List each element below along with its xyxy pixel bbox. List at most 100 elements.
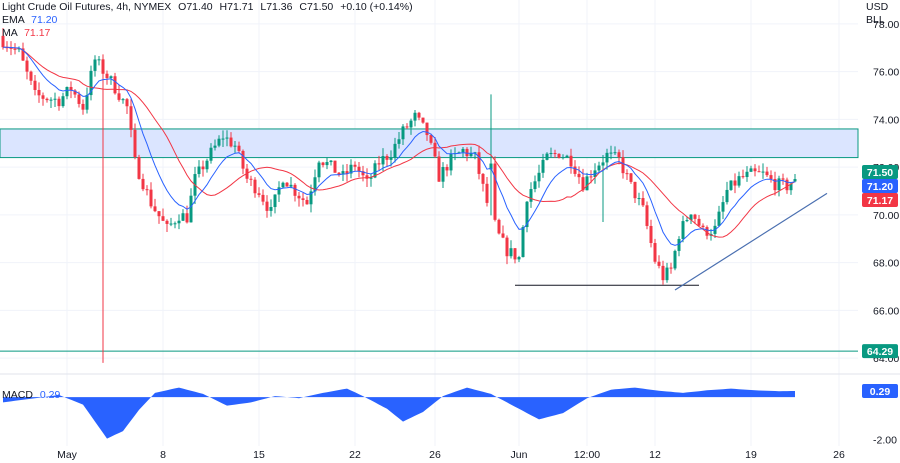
open-value: 71.40 bbox=[186, 1, 213, 13]
candle-body bbox=[537, 172, 541, 182]
candle-body bbox=[289, 184, 293, 187]
x-tick-label: Jun bbox=[511, 449, 528, 461]
candle-body bbox=[401, 126, 405, 140]
candle-body bbox=[541, 159, 545, 173]
candle-body bbox=[617, 152, 621, 158]
candle-body bbox=[49, 99, 53, 101]
candle-body bbox=[97, 59, 101, 61]
candle-body bbox=[517, 257, 521, 260]
grid bbox=[0, 0, 858, 446]
candle-body bbox=[109, 76, 113, 79]
candle-body bbox=[21, 48, 25, 61]
unit-label[interactable]: BLL bbox=[866, 14, 885, 26]
candle-body bbox=[465, 148, 469, 157]
candle-body bbox=[565, 155, 569, 158]
candle-body bbox=[81, 103, 85, 110]
candle-body bbox=[249, 178, 253, 180]
close-value: 71.50 bbox=[306, 1, 334, 13]
candle-body bbox=[405, 126, 409, 128]
candle-body bbox=[697, 218, 701, 226]
x-tick-label: 26 bbox=[833, 449, 845, 461]
support-badge: 64.29 bbox=[867, 346, 893, 358]
candle-body bbox=[185, 213, 189, 223]
candle-body bbox=[145, 189, 149, 191]
candle-body bbox=[229, 137, 233, 147]
candle-body bbox=[53, 98, 57, 100]
candle-body bbox=[793, 179, 797, 182]
symbol-legend: Light Crude Oil Futures, 4h, NYMEX O71.4… bbox=[2, 1, 413, 14]
candle-body bbox=[729, 180, 733, 190]
candle-body bbox=[165, 220, 169, 224]
x-tick-label: 12 bbox=[649, 449, 661, 461]
candle-body bbox=[737, 176, 741, 186]
candle-body bbox=[329, 160, 333, 163]
ma-legend[interactable]: MA 71.17 bbox=[2, 27, 50, 40]
macd-badge-bg bbox=[862, 383, 898, 398]
candle-body bbox=[173, 223, 177, 225]
candle-body bbox=[657, 261, 661, 266]
candle-body bbox=[293, 184, 297, 196]
candle-body bbox=[497, 219, 501, 234]
candle-body bbox=[285, 182, 289, 187]
candle-body bbox=[701, 225, 705, 228]
candle-body bbox=[45, 98, 49, 101]
candle-body bbox=[685, 220, 689, 222]
price-badge: 71.50 bbox=[867, 167, 893, 179]
candle-body bbox=[105, 73, 109, 79]
candle-body bbox=[385, 156, 389, 160]
change-value: +0.10 (+0.14%) bbox=[340, 1, 413, 13]
y-tick-label: 78.00 bbox=[873, 19, 899, 31]
candle-body bbox=[269, 207, 273, 211]
candle-body bbox=[749, 168, 753, 172]
ema-legend[interactable]: EMA 71.20 bbox=[2, 14, 57, 27]
x-tick-label: 22 bbox=[349, 449, 361, 461]
candle-body bbox=[345, 171, 349, 174]
candle-body bbox=[429, 135, 433, 143]
candle-body bbox=[85, 95, 89, 110]
candle-body bbox=[693, 214, 697, 219]
candle-body bbox=[609, 152, 613, 154]
symbol-name[interactable]: Light Crude Oil Futures, 4h, NYMEX bbox=[2, 1, 172, 13]
trend-line bbox=[674, 192, 828, 291]
macd-label: MACD bbox=[2, 389, 33, 401]
candle-body bbox=[489, 163, 493, 170]
candle-body bbox=[93, 59, 97, 71]
macd-legend[interactable]: MACD 0.29 bbox=[2, 389, 60, 402]
x-tick-label: 8 bbox=[160, 449, 166, 461]
macd-y-tick-label: -2.00 bbox=[873, 435, 897, 447]
candle-body bbox=[745, 171, 749, 178]
candle-body bbox=[633, 181, 637, 199]
candle-body bbox=[689, 214, 693, 221]
candle-body bbox=[589, 176, 593, 178]
ma-label: MA bbox=[2, 27, 18, 39]
candle-body bbox=[57, 98, 61, 107]
candle-body bbox=[273, 194, 277, 208]
candle-body bbox=[141, 178, 145, 190]
candle-body bbox=[233, 145, 237, 147]
x-tick-label: 26 bbox=[429, 449, 441, 461]
candle-body bbox=[121, 99, 125, 101]
candle-body bbox=[753, 168, 757, 172]
x-tick-label: 12:00 bbox=[574, 449, 600, 461]
candle-body bbox=[309, 191, 313, 205]
candle-body bbox=[181, 213, 185, 221]
candle-body bbox=[353, 164, 357, 167]
macd-value: 0.29 bbox=[39, 389, 61, 401]
candle-body bbox=[645, 205, 649, 226]
candle-body bbox=[581, 177, 585, 191]
candle-body bbox=[1, 35, 5, 48]
candle-body bbox=[789, 183, 793, 191]
candle-body bbox=[521, 227, 525, 258]
candle-body bbox=[201, 166, 205, 170]
candle-body bbox=[549, 153, 553, 155]
candle-body bbox=[161, 216, 165, 221]
currency-label[interactable]: USD bbox=[866, 1, 889, 13]
candle-body bbox=[481, 173, 485, 184]
y-tick-label: 68.00 bbox=[873, 258, 899, 270]
candle-body bbox=[461, 148, 465, 153]
candle-body bbox=[477, 152, 481, 174]
close-label: C bbox=[299, 1, 307, 13]
high-value: 71.71 bbox=[227, 1, 254, 13]
candle-body bbox=[209, 147, 213, 161]
candle-body bbox=[677, 238, 681, 251]
